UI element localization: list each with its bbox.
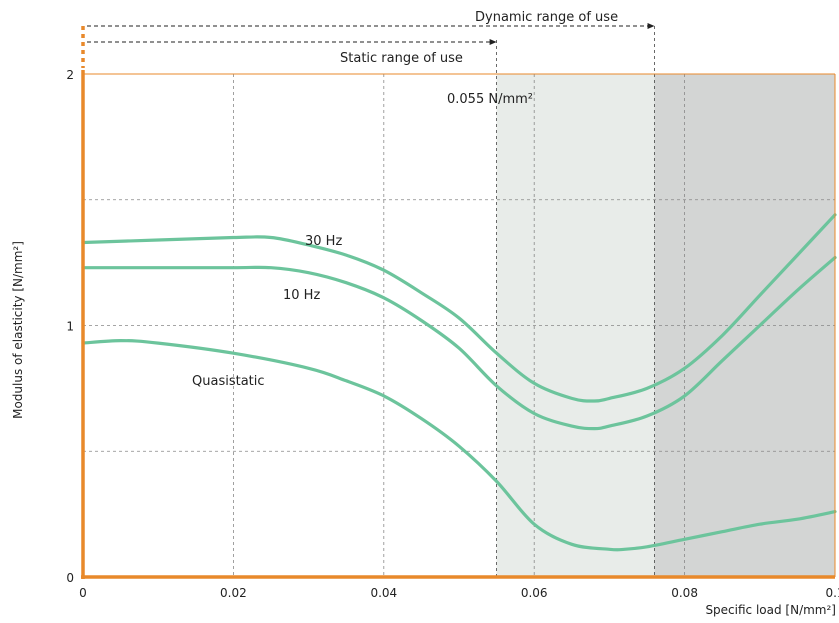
series-label-10hz: 10 Hz xyxy=(283,288,320,303)
curve-10hz xyxy=(81,256,837,431)
static-range-arrow-arrowhead xyxy=(489,39,497,45)
dynamic-range-label: Dynamic range of use xyxy=(475,10,618,25)
series-label-30hz: 30 Hz xyxy=(305,234,342,249)
x-tick-label: 0.1 xyxy=(825,586,839,600)
y-tick-label: 1 xyxy=(66,320,74,334)
curve-quasistatic xyxy=(81,338,837,552)
y-tick-label: 2 xyxy=(66,68,74,82)
x-tick-label: 0 xyxy=(79,586,87,600)
grid-lines xyxy=(83,26,836,577)
x-tick-label: 0.02 xyxy=(220,586,247,600)
y-axis-label: Modulus of elasticity [N/mm²] xyxy=(11,241,25,419)
axes xyxy=(81,26,836,579)
dynamic-range-arrow-arrowhead xyxy=(647,23,655,29)
x-axis-label: Specific load [N/mm²] xyxy=(705,603,836,617)
y-tick-label: 0 xyxy=(66,571,74,585)
x-tick-label: 0.08 xyxy=(671,586,698,600)
curve-30hz xyxy=(81,213,837,403)
series-label-quasistatic: Quasistatic xyxy=(192,374,265,389)
threshold-label: 0.055 N/mm² xyxy=(447,92,533,107)
curves xyxy=(81,213,837,552)
x-tick-label: 0.06 xyxy=(521,586,548,600)
static-range-label: Static range of use xyxy=(340,51,463,66)
tick-labels: 0 0.02 0.04 0.06 0.08 0.1 0 1 2 xyxy=(66,68,839,600)
x-tick-label: 0.04 xyxy=(370,586,397,600)
range-arrows xyxy=(87,23,655,45)
